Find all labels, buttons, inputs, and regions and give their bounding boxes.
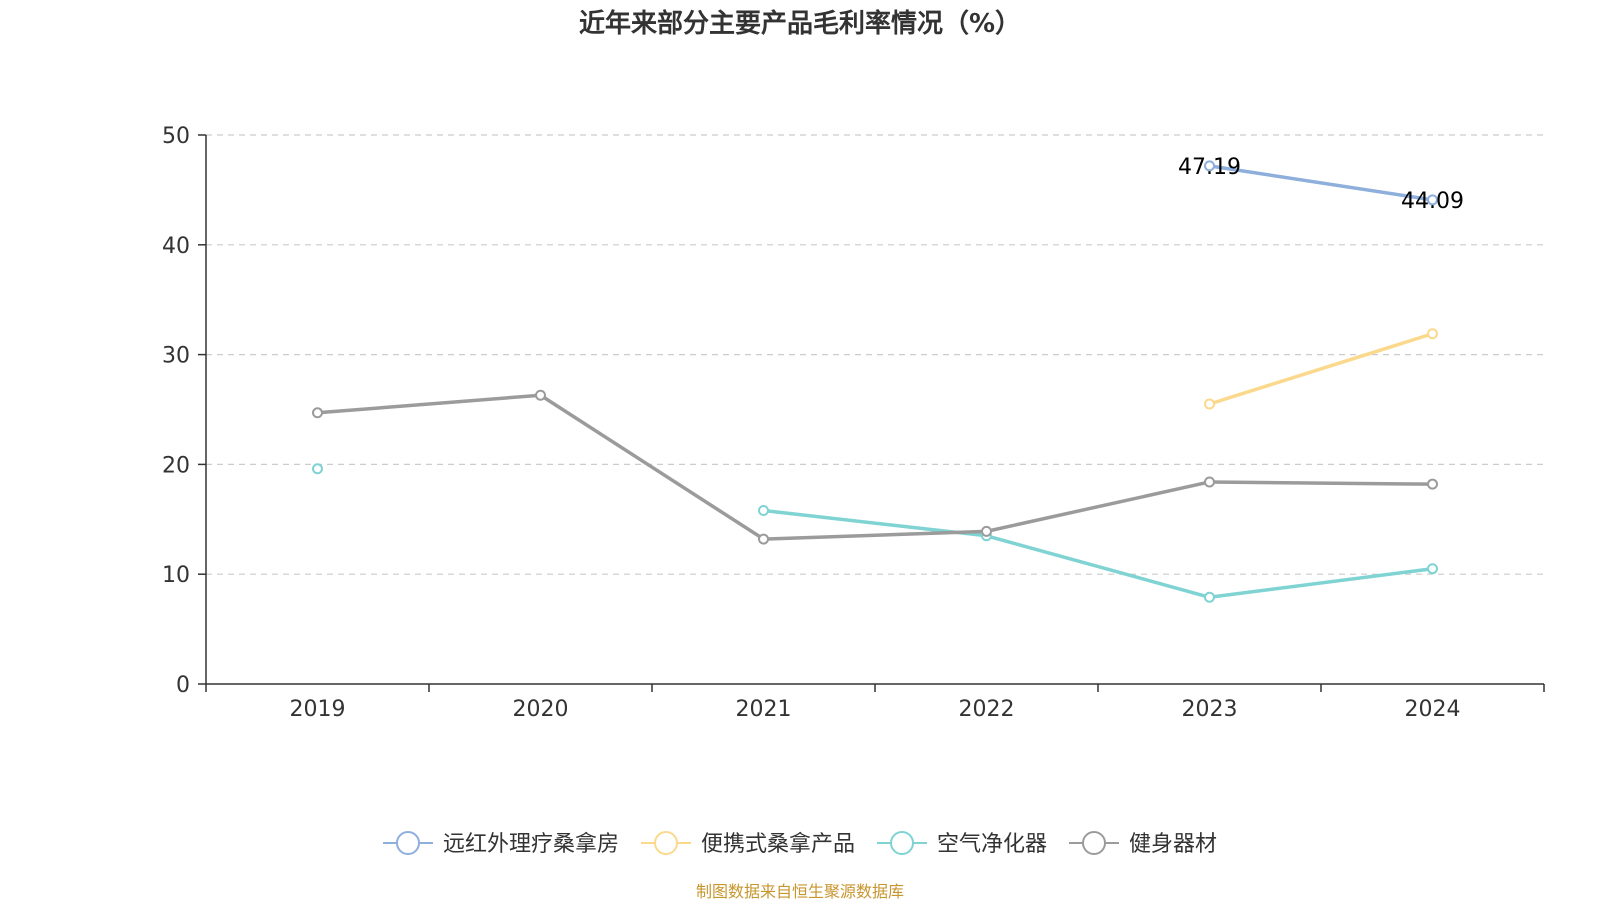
x-tick-label: 2019	[290, 697, 346, 722]
legend-marker	[654, 831, 678, 855]
series-3	[312, 463, 1438, 603]
legend-marker	[396, 831, 420, 855]
legend-item-4[interactable]: 健身器材	[1069, 831, 1217, 857]
legend-label: 便携式桑拿产品	[701, 831, 855, 857]
y-tick-label: 10	[162, 563, 190, 588]
y-tick-label: 40	[162, 234, 190, 259]
series-line	[315, 393, 1435, 541]
legend-marker	[890, 831, 914, 855]
y-tick-label: 0	[176, 673, 190, 698]
x-tick-label: 2022	[959, 697, 1015, 722]
data-point[interactable]	[1204, 476, 1215, 488]
data-point[interactable]	[1427, 328, 1438, 340]
data-label: 47.19	[1178, 155, 1241, 180]
legend[interactable]: 远红外理疗桑拿房 便携式桑拿产品 空气净化器 健身器材	[383, 831, 1217, 857]
data-point[interactable]	[312, 463, 323, 475]
data-point[interactable]	[1427, 563, 1438, 575]
series-line	[1207, 331, 1435, 406]
x-tick-label: 2023	[1182, 697, 1238, 722]
series-lines	[312, 160, 1438, 603]
x-tick-label: 2024	[1405, 697, 1461, 722]
legend-item-1[interactable]: 远红外理疗桑拿房	[383, 831, 619, 857]
legend-label: 远红外理疗桑拿房	[443, 831, 619, 857]
data-point[interactable]	[535, 389, 546, 401]
data-point[interactable]	[1204, 160, 1215, 172]
gridlines	[206, 134, 1544, 575]
legend-item-3[interactable]: 空气净化器	[877, 831, 1047, 857]
series-2	[1204, 328, 1438, 410]
data-point[interactable]	[758, 505, 769, 517]
y-tick-label: 20	[162, 453, 190, 478]
data-point[interactable]	[758, 533, 769, 545]
data-point[interactable]	[1204, 398, 1215, 410]
data-point[interactable]	[1427, 478, 1438, 490]
data-point[interactable]	[312, 407, 323, 419]
chart-title: 近年来部分主要产品毛利率情况（%）	[579, 8, 1021, 39]
legend-item-2[interactable]: 便携式桑拿产品	[641, 831, 855, 857]
data-labels: 47.19 44.09	[1178, 155, 1464, 214]
y-tick-label: 30	[162, 344, 190, 369]
series-line	[1207, 164, 1435, 202]
y-tick-label: 50	[162, 124, 190, 149]
legend-marker	[1082, 831, 1106, 855]
data-label: 44.09	[1401, 189, 1464, 214]
x-tick-label: 2020	[513, 697, 569, 722]
x-tick-label: 2021	[736, 697, 792, 722]
series-4	[312, 389, 1438, 545]
data-point[interactable]	[1204, 591, 1215, 603]
series-line	[761, 508, 1435, 600]
data-point[interactable]	[1427, 194, 1438, 206]
data-point[interactable]	[981, 525, 992, 537]
legend-label: 健身器材	[1129, 832, 1217, 857]
series-1	[1204, 160, 1438, 206]
source-note: 制图数据来自恒生聚源数据库	[696, 882, 904, 900]
axes: 0 10 20 30 40 50 2019 2020 2021 2022 2023 2024	[162, 124, 1545, 722]
legend-label: 空气净化器	[937, 832, 1047, 857]
